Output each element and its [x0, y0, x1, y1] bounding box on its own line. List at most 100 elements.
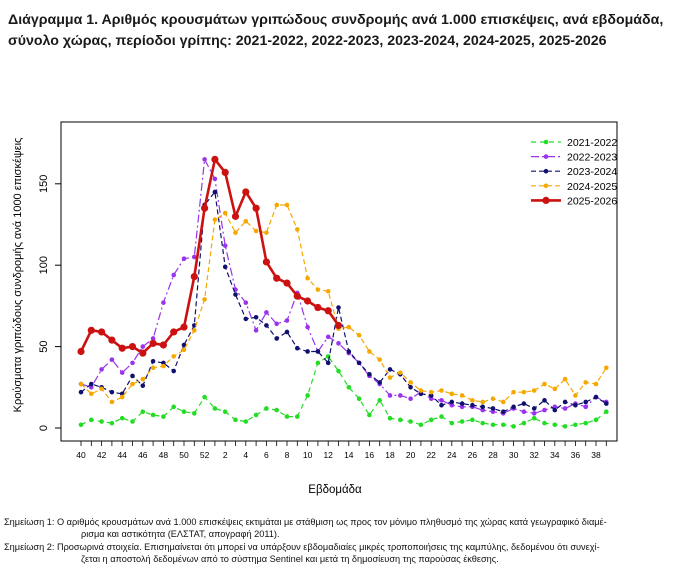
data-point [552, 407, 558, 413]
data-point [305, 349, 310, 354]
data-point [119, 370, 125, 375]
data-point [99, 386, 104, 392]
legend-entry: 2023-2024 [531, 166, 617, 178]
data-point [243, 316, 249, 322]
data-point [583, 380, 588, 385]
data-point [470, 398, 475, 403]
data-point [274, 336, 280, 341]
legend-entry: 2022-2023 [531, 152, 617, 164]
x-tick-label: 34 [550, 450, 560, 460]
data-point [552, 404, 558, 410]
data-point [231, 212, 240, 220]
data-point [284, 329, 290, 335]
data-point [356, 360, 362, 366]
data-point [573, 422, 578, 428]
series-2023-2024 [78, 189, 609, 415]
data-point [212, 189, 218, 195]
data-point [98, 328, 106, 336]
footnote-2: Σημείωση 2: Προσωρινά στοιχεία. Επισημαί… [4, 542, 600, 565]
x-tick-label: 40 [76, 450, 86, 460]
data-point [161, 363, 166, 369]
data-point [283, 279, 291, 287]
x-tick-label: 10 [303, 450, 313, 460]
data-point [398, 417, 403, 423]
data-point [315, 360, 321, 366]
data-point [233, 230, 238, 235]
legend-swatch-marker [543, 154, 549, 159]
data-point [439, 414, 444, 419]
data-point [181, 256, 187, 261]
data-point [439, 398, 444, 403]
data-point [459, 404, 465, 410]
data-point [253, 412, 259, 418]
data-point [140, 409, 146, 415]
data-point [119, 415, 125, 421]
data-point [253, 228, 259, 234]
legend-swatch-marker [543, 183, 549, 189]
data-point [140, 344, 146, 349]
data-point [78, 422, 84, 428]
data-point [233, 417, 238, 423]
data-point [480, 399, 486, 405]
data-point [89, 385, 94, 390]
data-point [264, 230, 269, 235]
footnote-1-continuation: ρισμα και αστικότητα (ΕΛΣΤΑΤ, απογραφή 2… [81, 528, 280, 539]
chart-title: Διάγραμμα 1. Αριθμός κρουσμάτων γριπώδου… [8, 12, 664, 49]
data-point [377, 357, 383, 362]
x-tick-label: 48 [159, 450, 169, 460]
data-point [449, 420, 455, 426]
data-point [192, 328, 197, 333]
data-point [325, 334, 331, 340]
data-point [459, 393, 465, 398]
data-point [593, 381, 599, 387]
data-point [305, 275, 310, 281]
data-point [212, 217, 218, 222]
data-point [212, 176, 218, 182]
data-point [346, 324, 352, 330]
data-point [439, 388, 444, 393]
data-point [161, 360, 166, 366]
data-point [604, 401, 609, 406]
legend-entry: 2021-2022 [531, 137, 617, 149]
x-tick-label: 12 [323, 450, 333, 460]
data-point [531, 406, 537, 411]
legend-label: 2023-2024 [567, 166, 617, 178]
data-point [583, 404, 588, 410]
data-point [387, 375, 393, 380]
footnote-1: Σημείωση 1: Ο αριθμός κρουσμάτων ανά 1.0… [4, 517, 607, 540]
data-point [78, 389, 84, 395]
data-point [273, 274, 281, 282]
data-point [150, 412, 156, 418]
x-tick-label: 36 [571, 450, 581, 460]
plot-frame [60, 121, 618, 442]
data-point [264, 323, 269, 328]
series-2025-2026 [77, 155, 343, 357]
data-point [480, 404, 486, 410]
legend-label: 2025-2026 [567, 195, 617, 207]
x-tick-label: 14 [344, 450, 354, 460]
data-point [521, 389, 527, 395]
x-tick-label: 28 [488, 450, 498, 460]
x-tick-label: 22 [426, 450, 436, 460]
x-tick-label: 46 [138, 450, 148, 460]
data-point [521, 409, 527, 415]
series-line [80, 158, 607, 414]
data-point [161, 414, 166, 419]
data-point [109, 389, 115, 395]
data-point [171, 404, 176, 410]
data-point [202, 297, 207, 302]
data-point [89, 381, 94, 387]
data-point [89, 417, 94, 423]
data-point [593, 417, 599, 423]
data-point [542, 420, 547, 426]
data-point [253, 314, 259, 320]
legend-label: 2021-2022 [567, 137, 617, 149]
data-point [87, 326, 95, 334]
data-point [221, 168, 229, 177]
data-point [243, 300, 249, 305]
series-line [80, 191, 607, 413]
data-point [284, 414, 290, 419]
legend-entry: 2024-2025 [531, 181, 617, 193]
